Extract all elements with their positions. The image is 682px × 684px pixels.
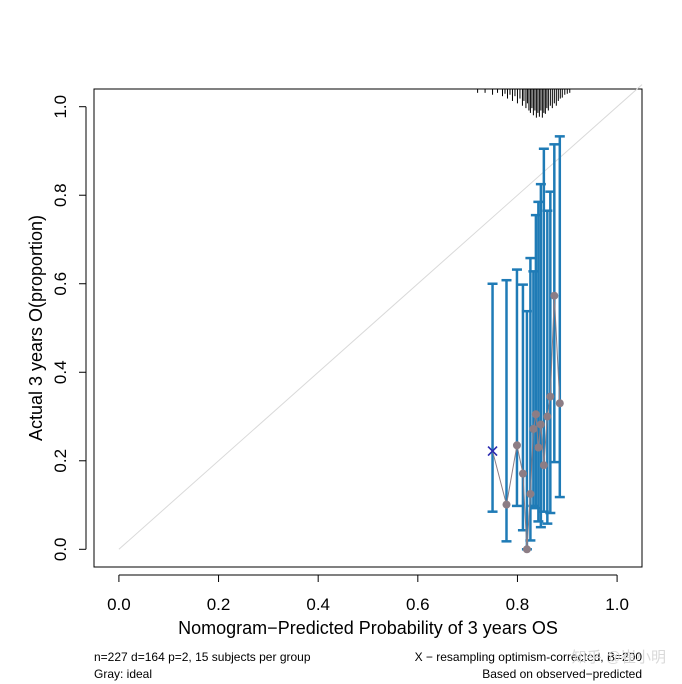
observed-point (539, 461, 548, 470)
x-tick-label: 0.0 (107, 595, 131, 614)
observed-point (555, 399, 564, 408)
x-tick-label: 1.0 (605, 595, 629, 614)
observed-point (550, 291, 559, 300)
observed-point (534, 443, 543, 452)
corrected-point-stroke-b (487, 445, 498, 457)
plot-frame (93, 88, 643, 568)
observed-point (543, 412, 552, 421)
observed-point (522, 545, 531, 554)
ideal-line (118, 84, 643, 550)
x-axis-label: Nomogram−Predicted Probability of 3 year… (178, 618, 558, 638)
observed-point (518, 469, 527, 478)
x-tick-label: 0.2 (207, 595, 231, 614)
observed-point (529, 424, 538, 433)
y-axis: 0.0 0.2 0.4 0.6 0.8 1.0 (51, 95, 87, 561)
footer-resampling-note: X − resampling optimism-corrected, B=200 (414, 650, 642, 664)
x-tick-label: 0.8 (506, 595, 530, 614)
footer-stats: n=227 d=164 p=2, 15 subjects per group (94, 650, 311, 664)
y-axis-label: Actual 3 years O(proportion) (26, 215, 46, 441)
y-tick-label: 0.6 (51, 272, 70, 296)
y-tick-label: 1.0 (51, 95, 70, 119)
observed-point (502, 500, 511, 509)
x-axis: 0.0 0.2 0.4 0.6 0.8 1.0 (107, 574, 629, 614)
y-tick-label: 0.0 (51, 537, 70, 561)
observed-point (526, 489, 535, 498)
observed-point (536, 420, 545, 429)
footer-based-on-note: Based on observed−predicted (482, 667, 642, 681)
observed-point (512, 441, 521, 450)
y-tick-label: 0.4 (51, 360, 70, 384)
footer-ideal-note: Gray: ideal (94, 667, 153, 681)
x-tick-label: 0.4 (306, 595, 330, 614)
y-tick-label: 0.8 (51, 183, 70, 207)
y-tick-label: 0.2 (51, 449, 70, 473)
watermark: 知乎 @崔小明 (571, 649, 666, 666)
observed-point (546, 392, 555, 401)
observed-point (531, 410, 540, 419)
x-tick-label: 0.6 (406, 595, 430, 614)
